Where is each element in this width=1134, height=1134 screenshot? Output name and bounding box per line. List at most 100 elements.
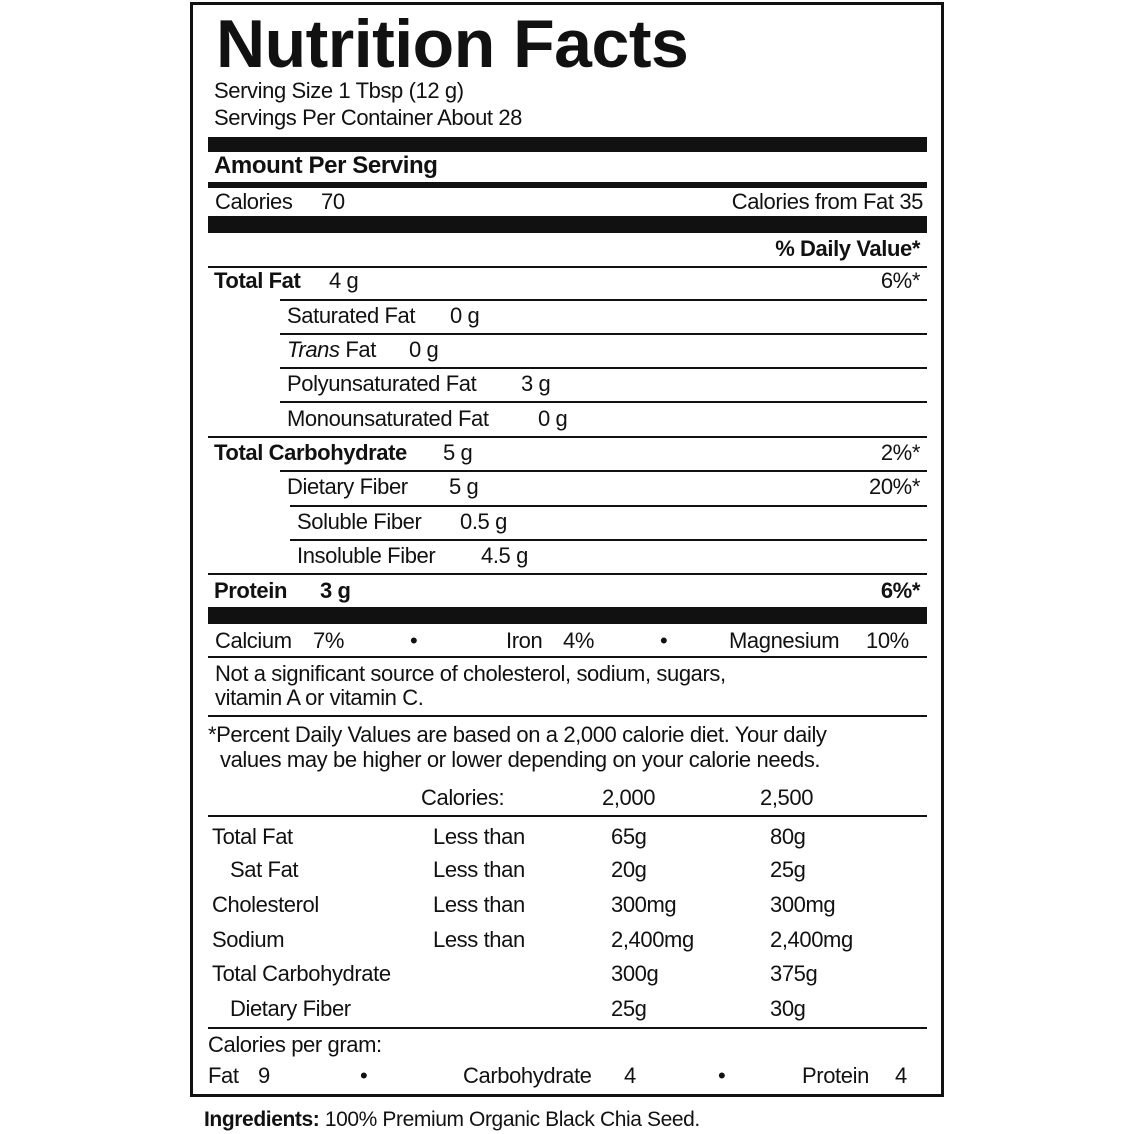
nutrient-amount: 4 g [329,268,359,293]
ref-row-2500: 80g [770,824,806,849]
nutrient-label: Monounsaturated Fat [287,406,489,431]
amount-per-serving: Amount Per Serving [214,152,438,179]
ref-header-2500: 2,500 [760,785,814,810]
footnote-line-1: *Percent Daily Values are based on a 2,0… [208,722,827,747]
nutrient-dv: 6%* [880,268,921,293]
ref-row-limit: Less than [433,927,525,952]
nutrient-label-rest: Fat [339,337,376,362]
mineral-label: Magnesium [729,628,840,653]
not-significant-line-1: Not a significant source of cholesterol,… [215,661,726,686]
ref-row-2500: 25g [770,857,806,882]
thick-divider [208,137,927,152]
divider [280,470,927,472]
ingredients-text: 100% Premium Organic Black Chia Seed. [319,1108,700,1131]
nutrient-label: Protein [214,578,287,603]
cpg-label: Fat [208,1063,239,1088]
cpg-label: Protein [802,1063,869,1088]
ref-row-label: Cholesterol [212,892,319,917]
bullet: • [718,1063,726,1088]
calories-from-fat: Calories from Fat 35 [731,189,924,214]
nutrient-dv: 20%* [869,474,920,499]
ref-row-label: Sodium [212,927,285,952]
ref-row-2500: 30g [770,996,806,1021]
ref-row-2000: 300g [611,961,659,986]
divider [208,573,927,575]
mineral-value: 4% [563,628,594,653]
divider [208,656,927,658]
thick-divider [208,607,927,624]
nutrient-amount: 3 g [320,578,351,603]
calories-value: 70 [321,189,345,214]
ref-row-2000: 25g [611,996,647,1021]
ref-row-limit: Less than [433,857,525,882]
nutrition-facts-panel [190,2,944,1097]
divider [280,299,927,301]
divider [208,815,927,817]
nutrient-amount: 0.5 g [460,509,507,534]
nutrient-label: Polyunsaturated Fat [287,371,477,396]
nutrient-label-italic: Trans [287,337,340,362]
ref-row-label: Sat Fat [230,857,299,882]
bullet: • [360,1063,368,1088]
divider [208,436,927,438]
nutrient-amount: 4.5 g [481,543,528,568]
nutrient-amount: 0 g [450,303,480,328]
nutrient-label: Total Carbohydrate [214,440,407,465]
nutrient-dv: 6%* [880,578,921,603]
nutrient-amount: 3 g [521,371,551,396]
divider [280,333,927,335]
ref-row-limit: Less than [433,824,525,849]
divider [208,266,927,268]
ref-row-2000: 20g [611,857,647,882]
calories-label: Calories [215,189,293,214]
nutrient-label: Insoluble Fiber [297,543,436,568]
divider [280,367,927,369]
nutrient-label: Saturated Fat [287,303,416,328]
ref-row-2500: 375g [770,961,818,986]
servings-per-container: Servings Per Container About 28 [214,105,523,130]
daily-value-header: % Daily Value* [775,236,920,261]
mineral-label: Iron [506,628,543,653]
mineral-value: 10% [866,628,909,653]
ref-row-limit: Less than [433,892,525,917]
ref-row-2000: 300mg [611,892,677,917]
ingredients-label: Ingredients: [204,1108,320,1131]
divider [208,715,927,717]
nutrient-amount: 0 g [409,337,439,362]
ref-header-calories: Calories: [421,785,505,810]
divider [290,505,927,507]
calories-per-gram-label: Calories per gram: [208,1032,382,1057]
ref-row-label: Total Fat [212,824,293,849]
not-significant-line-2: vitamin A or vitamin C. [215,685,424,710]
ref-row-2500: 300mg [770,892,836,917]
divider [208,1027,927,1029]
mineral-label: Calcium [215,628,292,653]
cpg-value: 4 [895,1063,907,1088]
ingredients: Ingredients: 100% Premium Organic Black … [204,1108,700,1132]
ref-header-2000: 2,000 [602,785,656,810]
thick-divider [208,216,927,233]
ref-row-label: Total Carbohydrate [212,961,391,986]
ref-row-label: Dietary Fiber [230,996,351,1021]
footnote-line-2: values may be higher or lower depending … [220,747,821,772]
nutrient-label: Soluble Fiber [297,509,422,534]
panel-title: Nutrition Facts [216,6,689,82]
nutrient-dv: 2%* [880,440,921,465]
nutrient-label: Dietary Fiber [287,474,408,499]
nutrient-amount: 5 g [443,440,473,465]
cpg-label: Carbohydrate [463,1063,592,1088]
cpg-value: 4 [624,1063,636,1088]
nutrient-label: Total Fat [214,268,301,293]
bullet: • [410,628,418,653]
divider [280,401,927,403]
ref-row-2000: 2,400mg [611,927,694,952]
bullet: • [660,628,668,653]
divider [290,539,927,541]
medium-divider [208,182,927,188]
nutrient-amount: 0 g [538,406,568,431]
nutrient-amount: 5 g [449,474,479,499]
nutrient-label: Trans Fat [287,338,376,362]
ref-row-2000: 65g [611,824,647,849]
ref-row-2500: 2,400mg [770,927,853,952]
mineral-value: 7% [313,628,344,653]
